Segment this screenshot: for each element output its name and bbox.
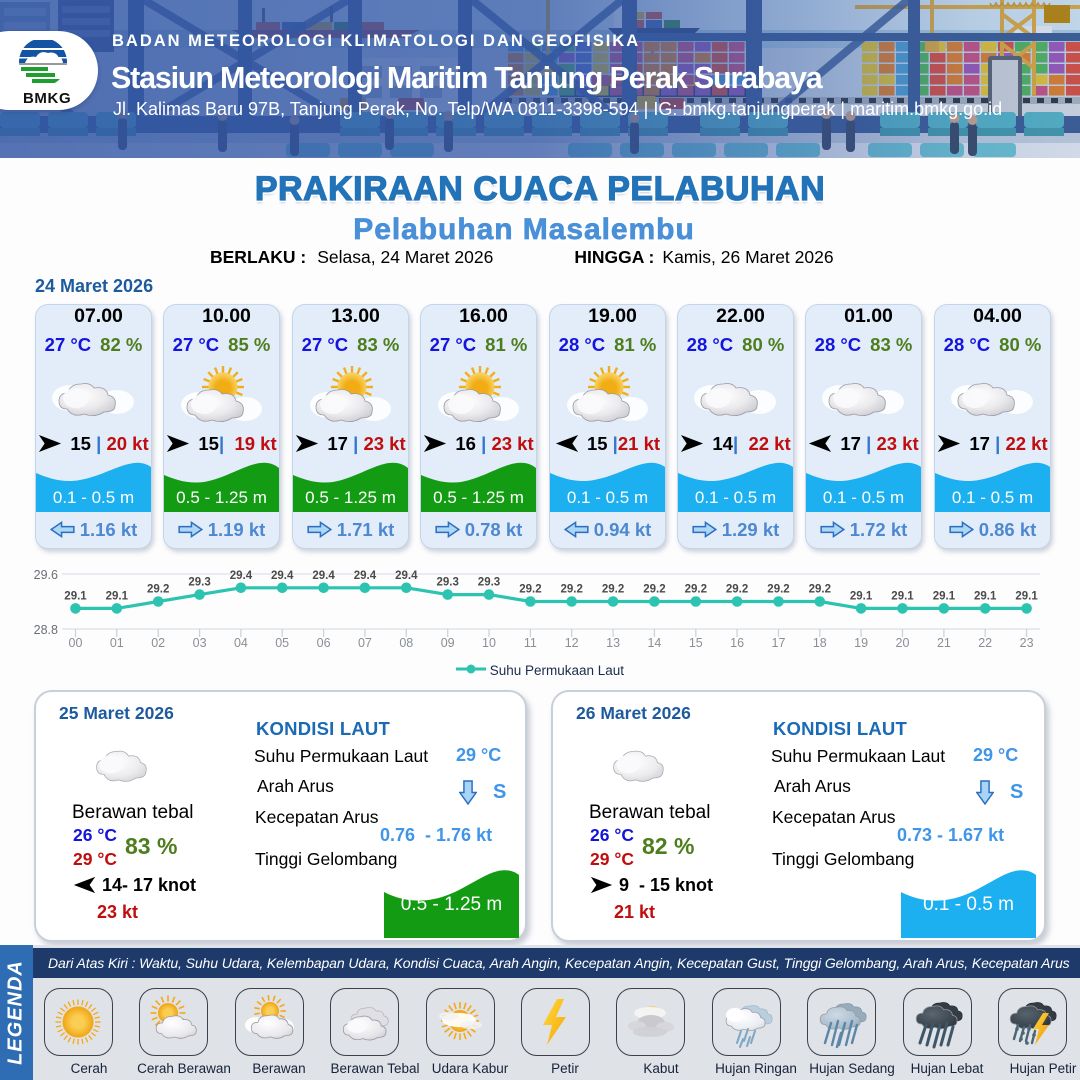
svg-text:29.4: 29.4 [395,570,418,582]
svg-text:13: 13 [606,636,620,650]
svg-text:29.1: 29.1 [850,590,873,602]
svg-text:29.2: 29.2 [685,584,707,596]
svg-text:11: 11 [524,636,537,650]
svg-text:29.4: 29.4 [271,570,294,582]
svg-text:09: 09 [441,636,455,650]
svg-text:23: 23 [1020,636,1034,650]
svg-text:29.2: 29.2 [561,584,583,596]
svg-text:04: 04 [234,636,248,650]
svg-text:29.2: 29.2 [767,584,789,596]
svg-text:29.2: 29.2 [602,584,624,596]
svg-text:29.1: 29.1 [974,590,997,602]
svg-text:29.4: 29.4 [230,570,253,582]
svg-text:16: 16 [730,636,744,650]
svg-text:29.1: 29.1 [64,590,87,602]
svg-text:17: 17 [772,636,786,650]
svg-text:20: 20 [896,636,910,650]
svg-text:29.3: 29.3 [188,577,210,589]
svg-text:10: 10 [482,636,496,650]
svg-text:02: 02 [151,636,165,650]
svg-text:07: 07 [358,636,372,650]
svg-text:29.4: 29.4 [312,570,335,582]
svg-text:29.2: 29.2 [147,584,169,596]
svg-text:18: 18 [813,636,827,650]
svg-text:14: 14 [647,636,661,650]
svg-text:29.2: 29.2 [643,584,665,596]
svg-text:29.1: 29.1 [933,590,956,602]
svg-text:29.1: 29.1 [106,590,129,602]
svg-text:29.2: 29.2 [726,584,748,596]
svg-text:19: 19 [854,636,868,650]
svg-text:15: 15 [689,636,703,650]
svg-text:29.4: 29.4 [354,570,377,582]
svg-text:12: 12 [565,636,579,650]
svg-text:29.1: 29.1 [1015,590,1038,602]
svg-text:03: 03 [193,636,207,650]
svg-text:22: 22 [978,636,992,650]
svg-text:29.3: 29.3 [437,577,459,589]
svg-text:29.6: 29.6 [34,568,58,582]
svg-text:21: 21 [937,636,951,650]
svg-text:28.8: 28.8 [34,623,58,637]
svg-text:00: 00 [69,636,83,650]
svg-text:29.3: 29.3 [478,577,500,589]
svg-text:06: 06 [317,636,331,650]
svg-text:08: 08 [399,636,413,650]
svg-text:05: 05 [275,636,289,650]
svg-text:01: 01 [110,636,124,650]
svg-text:29.2: 29.2 [809,584,831,596]
svg-text:29.1: 29.1 [891,590,914,602]
svg-text:29.2: 29.2 [519,584,541,596]
